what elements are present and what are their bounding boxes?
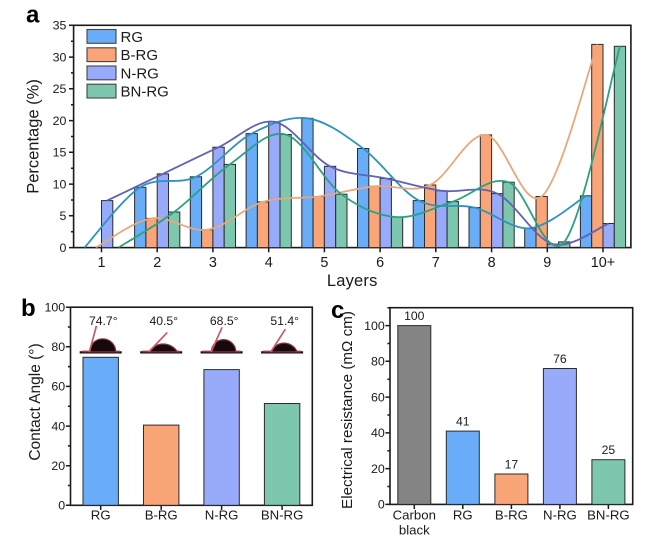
- svg-text:5: 5: [59, 209, 66, 223]
- svg-text:Contact Angle (°): Contact Angle (°): [27, 343, 44, 460]
- svg-text:B-RG: B-RG: [145, 508, 178, 523]
- svg-text:80: 80: [51, 340, 65, 354]
- svg-text:RG: RG: [121, 29, 144, 46]
- svg-text:40.5°: 40.5°: [149, 314, 178, 328]
- svg-text:100: 100: [364, 319, 385, 333]
- svg-text:68.5°: 68.5°: [210, 314, 239, 328]
- svg-text:N-RG: N-RG: [121, 65, 159, 82]
- svg-text:7: 7: [432, 255, 440, 271]
- svg-text:30: 30: [53, 50, 67, 64]
- svg-text:RG: RG: [453, 508, 473, 523]
- svg-text:0: 0: [59, 241, 66, 255]
- svg-text:0: 0: [378, 498, 385, 512]
- svg-text:100: 100: [45, 301, 66, 315]
- svg-text:40: 40: [371, 426, 385, 440]
- svg-text:Layers: Layers: [327, 272, 378, 290]
- svg-text:9: 9: [543, 255, 551, 271]
- svg-text:15: 15: [53, 146, 67, 160]
- svg-text:35: 35: [53, 19, 67, 33]
- svg-text:Electrical resistance (mΩ cm): Electrical resistance (mΩ cm): [339, 311, 356, 509]
- svg-text:N-RG: N-RG: [205, 508, 239, 523]
- svg-text:20: 20: [51, 459, 65, 473]
- svg-text:17: 17: [505, 458, 519, 472]
- svg-text:Carbon: Carbon: [393, 508, 436, 523]
- svg-text:Percentage (%): Percentage (%): [25, 79, 43, 194]
- svg-text:3: 3: [209, 255, 217, 271]
- svg-text:76: 76: [553, 352, 567, 366]
- svg-text:0: 0: [58, 499, 65, 513]
- svg-text:10: 10: [53, 177, 67, 191]
- svg-text:6: 6: [376, 255, 384, 271]
- svg-text:a: a: [26, 2, 40, 29]
- svg-text:41: 41: [456, 415, 470, 429]
- svg-text:2: 2: [153, 255, 161, 271]
- svg-text:100: 100: [404, 309, 425, 323]
- svg-text:black: black: [399, 523, 430, 538]
- svg-text:1: 1: [97, 255, 105, 271]
- svg-text:N-RG: N-RG: [543, 508, 577, 523]
- svg-text:B-RG: B-RG: [121, 47, 159, 64]
- svg-text:5: 5: [320, 255, 328, 271]
- svg-text:BN-RG: BN-RG: [261, 508, 304, 523]
- svg-text:10+: 10+: [591, 255, 615, 271]
- svg-text:60: 60: [371, 390, 385, 404]
- svg-text:25: 25: [602, 443, 616, 457]
- svg-text:8: 8: [488, 255, 496, 271]
- svg-text:74.7°: 74.7°: [89, 314, 118, 328]
- svg-text:40: 40: [51, 419, 65, 433]
- svg-text:c: c: [331, 297, 344, 324]
- svg-text:BN-RG: BN-RG: [121, 84, 169, 101]
- svg-text:BN-RG: BN-RG: [587, 508, 630, 523]
- svg-text:51.4°: 51.4°: [270, 314, 299, 328]
- svg-text:80: 80: [371, 355, 385, 369]
- svg-text:60: 60: [51, 380, 65, 394]
- svg-text:RG: RG: [91, 508, 111, 523]
- svg-text:20: 20: [53, 114, 67, 128]
- svg-text:B-RG: B-RG: [495, 508, 528, 523]
- svg-text:b: b: [21, 295, 36, 322]
- svg-text:25: 25: [53, 82, 67, 96]
- svg-text:4: 4: [265, 255, 273, 271]
- svg-text:20: 20: [371, 462, 385, 476]
